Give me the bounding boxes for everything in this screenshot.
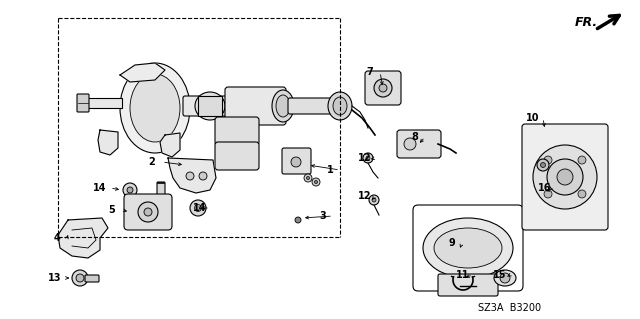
Polygon shape (160, 133, 180, 157)
Text: 13: 13 (48, 273, 61, 283)
Text: 11: 11 (456, 270, 470, 280)
Circle shape (363, 153, 373, 163)
Ellipse shape (276, 95, 290, 117)
Ellipse shape (423, 218, 513, 278)
Circle shape (537, 159, 549, 171)
FancyBboxPatch shape (282, 148, 311, 174)
FancyBboxPatch shape (288, 98, 337, 114)
FancyBboxPatch shape (198, 96, 222, 116)
Circle shape (533, 145, 597, 209)
Ellipse shape (272, 90, 294, 122)
Circle shape (374, 79, 392, 97)
FancyBboxPatch shape (225, 87, 286, 125)
Circle shape (144, 208, 152, 216)
Circle shape (541, 162, 545, 167)
Ellipse shape (195, 92, 225, 120)
Circle shape (291, 157, 301, 167)
Polygon shape (168, 158, 216, 193)
Circle shape (547, 159, 583, 195)
FancyBboxPatch shape (157, 182, 165, 204)
Ellipse shape (130, 74, 180, 142)
Circle shape (186, 172, 194, 180)
FancyBboxPatch shape (82, 98, 122, 108)
FancyBboxPatch shape (522, 124, 608, 230)
FancyBboxPatch shape (215, 117, 259, 145)
Circle shape (544, 190, 552, 198)
Circle shape (544, 156, 552, 164)
Ellipse shape (434, 228, 502, 268)
Circle shape (578, 190, 586, 198)
Text: SZ3A  B3200: SZ3A B3200 (478, 303, 541, 313)
FancyBboxPatch shape (183, 96, 267, 116)
Circle shape (76, 274, 84, 282)
Circle shape (138, 202, 158, 222)
Ellipse shape (333, 97, 347, 115)
FancyBboxPatch shape (85, 275, 99, 282)
FancyBboxPatch shape (77, 94, 89, 112)
FancyBboxPatch shape (365, 71, 401, 105)
Text: 16: 16 (538, 183, 552, 193)
Text: 9: 9 (449, 238, 456, 248)
Text: 1: 1 (326, 165, 333, 175)
Polygon shape (58, 218, 108, 258)
Text: 4: 4 (54, 233, 60, 243)
Circle shape (307, 176, 310, 180)
Circle shape (379, 84, 387, 92)
Circle shape (123, 183, 137, 197)
Circle shape (369, 195, 379, 205)
Text: 3: 3 (319, 211, 326, 221)
Text: 10: 10 (526, 113, 540, 123)
Circle shape (295, 217, 301, 223)
Circle shape (314, 181, 317, 183)
Circle shape (500, 273, 510, 283)
Polygon shape (98, 130, 118, 155)
Circle shape (312, 178, 320, 186)
Text: 12: 12 (358, 153, 372, 163)
Text: FR.: FR. (575, 16, 598, 28)
Polygon shape (120, 63, 165, 82)
Circle shape (366, 156, 370, 160)
Text: 7: 7 (367, 67, 373, 77)
Text: 15: 15 (493, 270, 507, 280)
Circle shape (304, 174, 312, 182)
Ellipse shape (120, 63, 190, 153)
Circle shape (72, 270, 88, 286)
FancyBboxPatch shape (397, 130, 441, 158)
Circle shape (190, 200, 206, 216)
Text: 14: 14 (193, 203, 207, 213)
Circle shape (557, 169, 573, 185)
Text: 8: 8 (412, 132, 419, 142)
Ellipse shape (328, 92, 352, 120)
Text: 2: 2 (148, 157, 156, 167)
Circle shape (404, 138, 416, 150)
Circle shape (199, 172, 207, 180)
FancyBboxPatch shape (438, 274, 498, 296)
Text: 12: 12 (358, 191, 372, 201)
Text: 5: 5 (109, 205, 115, 215)
Ellipse shape (494, 270, 516, 286)
Circle shape (195, 204, 202, 211)
Circle shape (127, 187, 133, 193)
FancyBboxPatch shape (124, 194, 172, 230)
Circle shape (372, 198, 376, 202)
Circle shape (578, 156, 586, 164)
Text: 14: 14 (93, 183, 107, 193)
FancyBboxPatch shape (215, 142, 259, 170)
